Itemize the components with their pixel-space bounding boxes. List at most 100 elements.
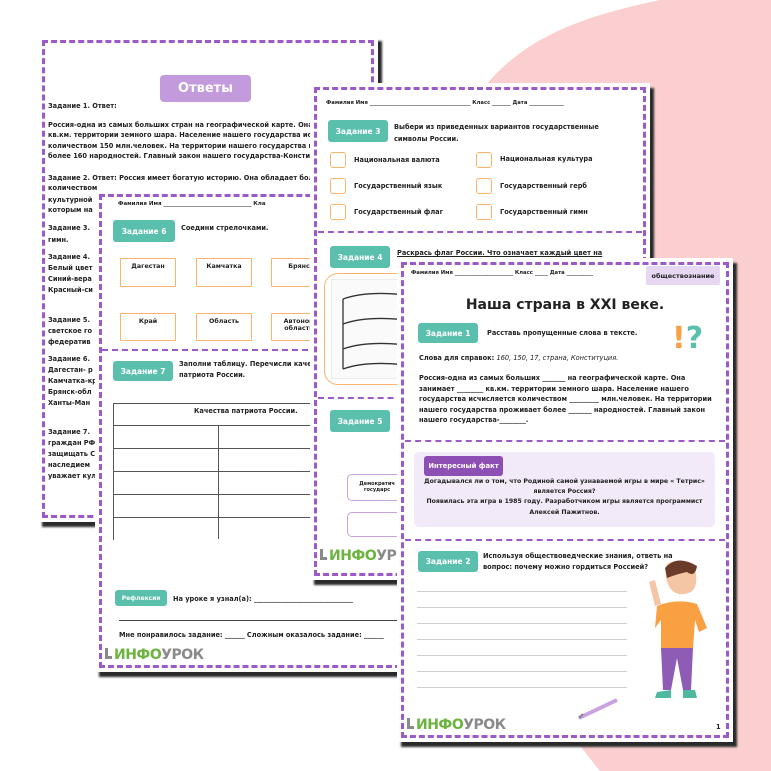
answer-line: Задание 1. Ответ:	[48, 102, 117, 110]
task4-badge: Задание 4	[330, 246, 390, 268]
answer-line[interactable]	[417, 687, 627, 688]
fact-line: Догадывался ли о том, что Родиной самой …	[424, 478, 705, 485]
section-divider	[405, 539, 725, 541]
match-box[interactable]: Область	[196, 313, 252, 341]
task1-instruction: Расставь пропущенные слова в тексте.	[487, 329, 638, 337]
infourok-logo: ИНФОУРОК	[105, 647, 204, 663]
option-label: Государственный гимн	[500, 208, 588, 216]
task7-text: Заполни таблицу. Перечисли качес	[179, 360, 316, 368]
worksheet-page-tasks-6-7: Фамилия Имя ____________________________…	[95, 190, 405, 672]
boy-illustration	[649, 560, 707, 698]
answer-line[interactable]	[417, 655, 627, 656]
task2-badge: Задание 2	[418, 551, 478, 572]
table-header: Качества патриота России.	[194, 407, 298, 415]
infourok-logo: ИНФОУРОК	[407, 717, 506, 733]
hint-label: Слова для справок:	[419, 354, 495, 362]
hint-words: 160, 150, 17, страна, Конституция.	[496, 354, 619, 362]
answer-line: Красный-си	[48, 286, 93, 294]
paragraph-line: занимает ________ кв.км. территории земн…	[419, 384, 689, 393]
liked-line[interactable]: Мне понравилось задание: ______ Сложным …	[119, 631, 384, 639]
option-label: Национальная валюта	[354, 156, 440, 164]
checkbox[interactable]	[330, 178, 346, 194]
paragraph-line: нашего государства проживает более _____…	[419, 405, 706, 414]
answer-line: Задание 4.	[48, 253, 90, 261]
match-box[interactable]: Край	[120, 313, 176, 341]
answer-line: Дагестан- р	[48, 366, 93, 374]
answer-line: Задание 3.	[48, 224, 90, 232]
task3-badge: Задание 3	[328, 120, 388, 142]
answer-line: гимн.	[48, 236, 69, 244]
pencil-icon	[578, 698, 618, 720]
paragraph-line: Россия-одна из самых больших _______ на …	[419, 374, 686, 382]
answer-line[interactable]	[417, 639, 627, 640]
checkbox[interactable]	[476, 152, 492, 168]
answer-line: количеством 150 млн.человек. На территор…	[48, 142, 323, 150]
fact-line: Алексей Пажитнов.	[529, 508, 600, 516]
task2-text: Используя обществоведческие знания, отве…	[483, 552, 673, 560]
task7-badge: Задание 7	[113, 361, 173, 381]
page-title: Наша страна в XXI веке.	[465, 297, 665, 313]
section-divider	[102, 349, 398, 351]
paragraph-line: государства исчисляется количеством ____…	[419, 395, 712, 404]
task7-text: патриота России.	[179, 371, 246, 379]
learned-line[interactable]: На уроке я узнал(а): ___________________…	[173, 595, 353, 603]
match-box[interactable]: Дагестан	[120, 258, 176, 287]
answer-line: Задание 6.	[48, 355, 90, 363]
answer-line: культурной	[48, 196, 93, 204]
answer-line: Задание 7.	[48, 428, 90, 436]
answer-line: количеством	[48, 184, 98, 192]
answer-line: Россия-одна из самых больших стран на ге…	[48, 121, 324, 129]
exclamation-question-icon: !?	[672, 321, 704, 356]
answer-line: федератив	[48, 338, 91, 346]
task5-badge: Задание 5	[330, 410, 390, 432]
answer-line: Задание 2. Ответ: Россия имеет богатую и…	[48, 174, 318, 182]
option-label: Национальная культура	[500, 155, 593, 163]
checkbox[interactable]	[330, 152, 346, 168]
task6-text: Соедини стрелочками.	[181, 224, 269, 232]
answer-line: Задание 5.	[48, 316, 90, 324]
task6-badge: Задание 6	[113, 220, 175, 242]
answers-title: Ответы	[160, 75, 251, 102]
checkbox[interactable]	[476, 204, 492, 220]
reflection-badge: Рефлексия	[115, 590, 167, 606]
answer-line: светское го	[48, 327, 93, 335]
hint-line: Слова для справок: 160, 150, 17, страна,…	[419, 355, 618, 362]
task2-text: вопрос: почему можно гордиться Россией?	[483, 563, 649, 571]
answer-line: граждан РФ	[48, 439, 96, 447]
page-number: 1	[716, 723, 721, 731]
task3-text: символы России.	[394, 135, 459, 143]
paragraph-line: нашего государства-________.	[419, 416, 529, 425]
checkbox[interactable]	[476, 178, 492, 194]
task1-badge: Задание 1	[418, 323, 478, 343]
name-header: Фамилия Имя ____________________________…	[326, 100, 564, 106]
interesting-fact-box: Интересный факт Догадывался ли о том, чт…	[414, 452, 715, 527]
task3-text: Выбери из приведенных вариантов государс…	[394, 123, 599, 131]
answer-line[interactable]	[417, 607, 627, 608]
answer-line: кв.км. территории земного шара. Населени…	[48, 131, 316, 139]
concept-box-text: Демократич	[359, 481, 395, 487]
answer-line: наследием	[48, 461, 91, 469]
answer-line[interactable]	[417, 591, 627, 592]
answer-line: Ханты-Ман	[48, 399, 91, 407]
fact-badge: Интересный факт	[424, 456, 503, 476]
option-label: Государственный герб	[500, 182, 588, 190]
answer-line: Камчатка-кр	[48, 377, 97, 385]
subject-badge: обществознание	[646, 266, 720, 285]
match-box[interactable]: Камчатка	[196, 258, 252, 287]
option-label: Государственный флаг	[354, 208, 444, 216]
answer-line: уважает кул	[48, 472, 97, 480]
answer-line: которым на	[48, 206, 93, 214]
checkbox[interactable]	[330, 204, 346, 220]
answer-line: Белый цвет	[48, 264, 93, 272]
answer-line[interactable]	[417, 623, 627, 624]
main-worksheet-page: Фамилия Имя ______________________ Класс…	[397, 258, 733, 742]
answer-line[interactable]	[119, 620, 399, 621]
answer-line[interactable]	[417, 671, 627, 672]
answer-line: Брянск-обл	[48, 388, 92, 396]
infourok-logo: ИНФОУР	[320, 548, 397, 564]
name-header: Фамилия Имя ____________________________…	[118, 201, 266, 207]
fact-line: является Россия?	[533, 488, 596, 496]
name-header: Фамилия Имя ______________________ Класс…	[411, 270, 594, 276]
fact-line: Появилась эта игра в 1985 году. Разработ…	[426, 498, 703, 506]
answer-line: защищать С	[48, 450, 96, 458]
